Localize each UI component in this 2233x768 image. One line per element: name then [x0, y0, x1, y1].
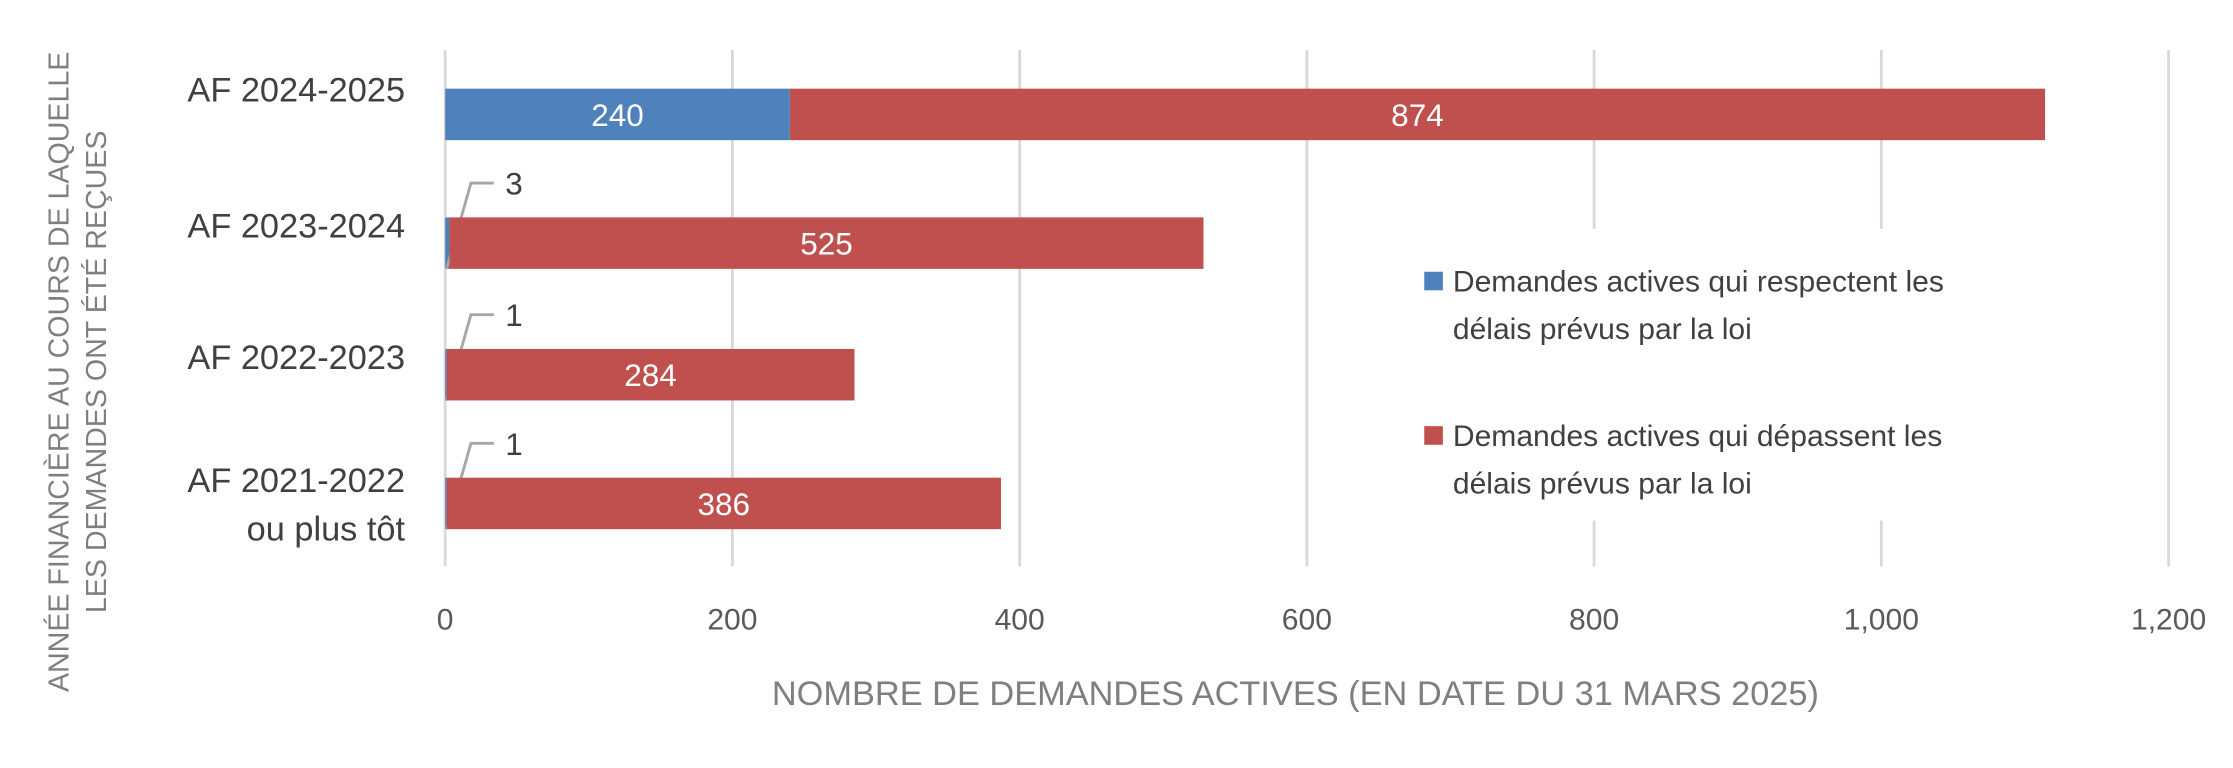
data-label: 1 [505, 298, 523, 333]
legend-swatch [1424, 426, 1443, 445]
bar-segment [445, 477, 447, 530]
data-label: 3 [505, 167, 523, 202]
data-label: 284 [624, 358, 677, 393]
x-tick-label: 600 [1282, 603, 1332, 636]
y-axis-title-line: ANNÉE FINANCIÈRE AU COURS DE LAQUELLE [43, 52, 76, 692]
category-label: AF 2024-2025 [187, 72, 405, 110]
y-axis-title-line: LES DEMANDES ONT ÉTÉ REÇUES [80, 131, 113, 614]
x-tick-label: 400 [995, 603, 1045, 636]
legend-label: délais prévus par la loi [1453, 313, 1752, 346]
data-label: 1 [505, 427, 523, 462]
x-tick-labels: 0 200 400 600 800 1,000 1,200 [437, 603, 2206, 636]
data-label: 386 [698, 487, 751, 522]
x-tick-label: 1,000 [1844, 603, 1919, 636]
category-label: AF 2022-2023 [187, 339, 405, 377]
bar-segment [449, 217, 1204, 269]
legend-label: Demandes actives qui dépassent les [1453, 420, 1942, 453]
data-label: 240 [591, 98, 644, 133]
legend-label: délais prévus par la loi [1453, 467, 1752, 500]
data-label: 874 [1391, 98, 1444, 133]
category-label: ou plus tôt [247, 511, 406, 549]
x-tick-label: 200 [707, 603, 757, 636]
bar-segment [446, 477, 1001, 530]
x-tick-label: 1,200 [2131, 603, 2206, 636]
category-label: AF 2023-2024 [187, 207, 405, 245]
y-axis-title: ANNÉE FINANCIÈRE AU COURS DE LAQUELLE LE… [43, 52, 113, 692]
legend-swatch [1424, 271, 1443, 291]
category-labels: AF 2024-2025 AF 2023-2024 AF 2022-2023 AF 2… [187, 72, 405, 549]
bar-segment [446, 348, 855, 401]
x-axis-title: NOMBRE DE DEMANDES ACTIVES (EN DATE DU 3… [772, 675, 1819, 713]
bar-segment [445, 217, 450, 269]
legend-background [1409, 228, 2012, 521]
x-tick-label: 0 [437, 603, 454, 636]
bar-segment [445, 88, 790, 141]
data-label: 525 [800, 227, 853, 262]
legend: Demandes actives qui respectent les délai… [1409, 228, 2012, 521]
bars: 240 874 3 525 1 284 1 386 [445, 88, 2046, 530]
category-label: AF 2021-2022 [187, 462, 405, 500]
x-tick-label: 800 [1569, 603, 1619, 636]
legend-label: Demandes actives qui respectent les [1453, 266, 1944, 299]
bar-segment [445, 348, 447, 401]
bar-segment [789, 88, 2046, 141]
